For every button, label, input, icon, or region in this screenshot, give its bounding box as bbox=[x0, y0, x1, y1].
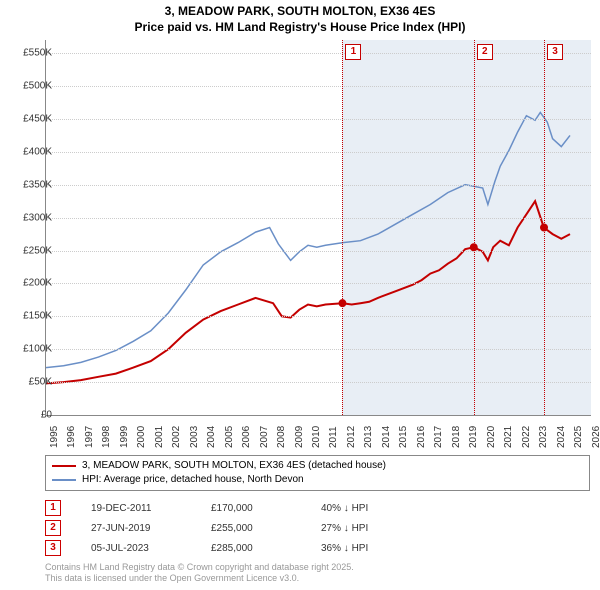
footnote-line2: This data is licensed under the Open Gov… bbox=[45, 573, 354, 584]
x-tick-label: 2023 bbox=[538, 426, 549, 448]
x-tick-label: 2020 bbox=[486, 426, 497, 448]
x-tick-label: 2010 bbox=[311, 426, 322, 448]
x-tick-label: 1998 bbox=[101, 426, 112, 448]
x-tick-label: 2026 bbox=[591, 426, 600, 448]
sales-date: 27-JUN-2019 bbox=[91, 523, 181, 534]
x-tick-label: 2003 bbox=[189, 426, 200, 448]
chart-title: 3, MEADOW PARK, SOUTH MOLTON, EX36 4ES P… bbox=[0, 0, 600, 35]
sales-row: 3 05-JUL-2023 £285,000 36% ↓ HPI bbox=[45, 538, 411, 558]
gridline-h bbox=[46, 349, 591, 350]
x-tick-label: 1996 bbox=[66, 426, 77, 448]
sale-marker-box: 3 bbox=[547, 44, 563, 60]
gridline-h bbox=[46, 218, 591, 219]
series-price_paid bbox=[46, 201, 570, 383]
legend-label: HPI: Average price, detached house, Nort… bbox=[82, 473, 304, 487]
y-tick-label: £0 bbox=[41, 410, 52, 421]
gridline-h bbox=[46, 382, 591, 383]
x-tick-label: 2000 bbox=[136, 426, 147, 448]
y-tick-label: £200K bbox=[23, 278, 52, 289]
x-tick-label: 2024 bbox=[556, 426, 567, 448]
x-tick-label: 2011 bbox=[328, 426, 339, 448]
sale-marker-box: 1 bbox=[345, 44, 361, 60]
x-tick-label: 2015 bbox=[398, 426, 409, 448]
x-tick-label: 2002 bbox=[171, 426, 182, 448]
x-tick-label: 2009 bbox=[294, 426, 305, 448]
title-line2: Price paid vs. HM Land Registry's House … bbox=[0, 20, 600, 36]
x-tick-label: 2021 bbox=[503, 426, 514, 448]
sale-marker-line bbox=[544, 40, 545, 415]
y-tick-label: £500K bbox=[23, 81, 52, 92]
series-hpi bbox=[46, 112, 570, 367]
sales-table: 1 19-DEC-2011 £170,000 40% ↓ HPI 2 27-JUN-201… bbox=[45, 498, 411, 558]
y-tick-label: £550K bbox=[23, 48, 52, 59]
x-tick-label: 2006 bbox=[241, 426, 252, 448]
legend-item: 3, MEADOW PARK, SOUTH MOLTON, EX36 4ES (… bbox=[52, 459, 583, 473]
sales-pct: 40% ↓ HPI bbox=[321, 503, 411, 514]
x-tick-label: 2007 bbox=[259, 426, 270, 448]
sales-pct: 27% ↓ HPI bbox=[321, 523, 411, 534]
sale-marker-line bbox=[342, 40, 343, 415]
gridline-h bbox=[46, 283, 591, 284]
gridline-h bbox=[46, 152, 591, 153]
gridline-h bbox=[46, 251, 591, 252]
x-tick-label: 2016 bbox=[416, 426, 427, 448]
x-tick-label: 2004 bbox=[206, 426, 217, 448]
sale-marker-box: 2 bbox=[477, 44, 493, 60]
y-tick-label: £150K bbox=[23, 311, 52, 322]
x-tick-label: 2013 bbox=[363, 426, 374, 448]
legend-swatch bbox=[52, 479, 76, 481]
gridline-h bbox=[46, 53, 591, 54]
x-tick-label: 2014 bbox=[381, 426, 392, 448]
gridline-h bbox=[46, 119, 591, 120]
y-tick-label: £400K bbox=[23, 146, 52, 157]
title-line1: 3, MEADOW PARK, SOUTH MOLTON, EX36 4ES bbox=[0, 4, 600, 20]
x-tick-label: 2012 bbox=[346, 426, 357, 448]
copyright-footnote: Contains HM Land Registry data © Crown c… bbox=[45, 562, 354, 584]
y-tick-label: £250K bbox=[23, 245, 52, 256]
x-tick-label: 2018 bbox=[451, 426, 462, 448]
x-tick-label: 2025 bbox=[573, 426, 584, 448]
y-tick-label: £350K bbox=[23, 179, 52, 190]
y-tick-label: £300K bbox=[23, 212, 52, 223]
chart-svg bbox=[46, 40, 591, 415]
legend-label: 3, MEADOW PARK, SOUTH MOLTON, EX36 4ES (… bbox=[82, 459, 386, 473]
x-tick-label: 1999 bbox=[119, 426, 130, 448]
sales-num-box: 2 bbox=[45, 520, 61, 536]
x-tick-label: 1997 bbox=[84, 426, 95, 448]
sales-price: £285,000 bbox=[211, 543, 291, 554]
chart-container: 3, MEADOW PARK, SOUTH MOLTON, EX36 4ES P… bbox=[0, 0, 600, 590]
x-tick-label: 2008 bbox=[276, 426, 287, 448]
sales-price: £170,000 bbox=[211, 503, 291, 514]
chart-plot-area: 1 2 3 bbox=[45, 40, 591, 416]
sales-row: 2 27-JUN-2019 £255,000 27% ↓ HPI bbox=[45, 518, 411, 538]
sales-num-box: 1 bbox=[45, 500, 61, 516]
x-tick-label: 2022 bbox=[521, 426, 532, 448]
x-tick-label: 2017 bbox=[433, 426, 444, 448]
x-tick-label: 2005 bbox=[224, 426, 235, 448]
sales-row: 1 19-DEC-2011 £170,000 40% ↓ HPI bbox=[45, 498, 411, 518]
chart-legend: 3, MEADOW PARK, SOUTH MOLTON, EX36 4ES (… bbox=[45, 455, 590, 491]
sales-date: 05-JUL-2023 bbox=[91, 543, 181, 554]
gridline-h bbox=[46, 185, 591, 186]
sale-marker-line bbox=[474, 40, 475, 415]
sales-date: 19-DEC-2011 bbox=[91, 503, 181, 514]
gridline-h bbox=[46, 316, 591, 317]
y-tick-label: £50K bbox=[29, 377, 52, 388]
sales-pct: 36% ↓ HPI bbox=[321, 543, 411, 554]
y-tick-label: £450K bbox=[23, 113, 52, 124]
x-tick-label: 2001 bbox=[154, 426, 165, 448]
sales-num-box: 3 bbox=[45, 540, 61, 556]
legend-item: HPI: Average price, detached house, Nort… bbox=[52, 473, 583, 487]
y-tick-label: £100K bbox=[23, 344, 52, 355]
footnote-line1: Contains HM Land Registry data © Crown c… bbox=[45, 562, 354, 573]
x-tick-label: 2019 bbox=[468, 426, 479, 448]
sales-price: £255,000 bbox=[211, 523, 291, 534]
gridline-h bbox=[46, 86, 591, 87]
x-tick-label: 1995 bbox=[49, 426, 60, 448]
legend-swatch bbox=[52, 465, 76, 467]
